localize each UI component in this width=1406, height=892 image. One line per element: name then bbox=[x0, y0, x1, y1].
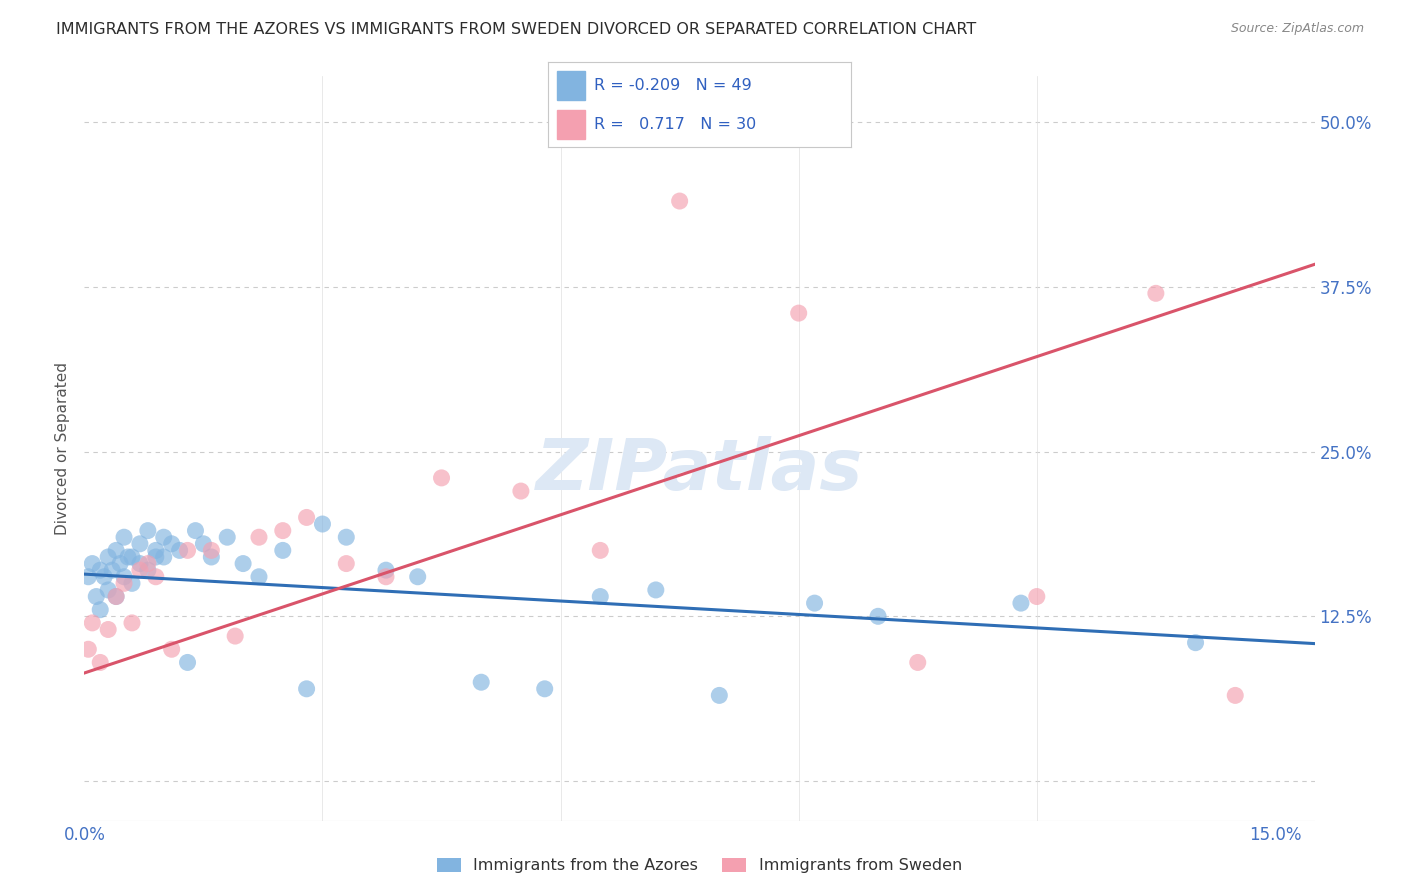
Point bbox=[1025, 590, 1047, 604]
Point bbox=[709, 689, 731, 703]
Point bbox=[121, 576, 143, 591]
Point bbox=[145, 549, 167, 564]
Point bbox=[295, 510, 318, 524]
Text: R = -0.209   N = 49: R = -0.209 N = 49 bbox=[593, 78, 751, 93]
Point bbox=[193, 537, 215, 551]
Point bbox=[145, 570, 167, 584]
Text: IMMIGRANTS FROM THE AZORES VS IMMIGRANTS FROM SWEDEN DIVORCED OR SEPARATED CORRE: IMMIGRANTS FROM THE AZORES VS IMMIGRANTS… bbox=[56, 22, 977, 37]
Point bbox=[112, 576, 135, 591]
Point bbox=[105, 590, 128, 604]
Point bbox=[375, 570, 398, 584]
Point bbox=[470, 675, 492, 690]
Point bbox=[271, 543, 294, 558]
Point bbox=[152, 530, 174, 544]
Text: R =   0.717   N = 30: R = 0.717 N = 30 bbox=[593, 117, 756, 132]
Point bbox=[117, 549, 139, 564]
Point bbox=[1010, 596, 1032, 610]
Point bbox=[89, 603, 111, 617]
Point bbox=[105, 590, 128, 604]
Point bbox=[375, 563, 398, 577]
Y-axis label: Divorced or Separated: Divorced or Separated bbox=[55, 362, 70, 534]
Point bbox=[136, 563, 159, 577]
Point bbox=[145, 543, 167, 558]
Point bbox=[200, 549, 222, 564]
Point bbox=[311, 516, 333, 531]
Point bbox=[129, 557, 152, 571]
Point bbox=[787, 306, 810, 320]
Point bbox=[169, 543, 191, 558]
Point bbox=[101, 563, 124, 577]
Point bbox=[93, 570, 115, 584]
Point bbox=[121, 615, 143, 630]
Point bbox=[533, 681, 555, 696]
Point bbox=[217, 530, 239, 544]
Point bbox=[430, 471, 453, 485]
Point bbox=[77, 642, 100, 657]
Point bbox=[644, 582, 666, 597]
Point bbox=[589, 543, 612, 558]
Point bbox=[668, 194, 690, 208]
Point bbox=[136, 524, 159, 538]
Text: ZIPatlas: ZIPatlas bbox=[536, 436, 863, 505]
Point bbox=[1144, 286, 1167, 301]
Point bbox=[406, 570, 429, 584]
Legend: Immigrants from the Azores, Immigrants from Sweden: Immigrants from the Azores, Immigrants f… bbox=[430, 851, 969, 880]
Point bbox=[152, 549, 174, 564]
Point bbox=[97, 549, 120, 564]
Point bbox=[112, 570, 135, 584]
Point bbox=[224, 629, 246, 643]
Point bbox=[129, 563, 152, 577]
Point bbox=[121, 549, 143, 564]
Point bbox=[129, 537, 152, 551]
Point bbox=[84, 590, 107, 604]
Point bbox=[271, 524, 294, 538]
Point bbox=[108, 557, 131, 571]
Point bbox=[97, 623, 120, 637]
Point bbox=[1225, 689, 1247, 703]
Point bbox=[232, 557, 254, 571]
Point bbox=[589, 590, 612, 604]
Point bbox=[89, 563, 111, 577]
Point bbox=[335, 557, 357, 571]
Point bbox=[509, 484, 531, 499]
Point bbox=[112, 530, 135, 544]
Point bbox=[89, 656, 111, 670]
Bar bbox=[557, 110, 585, 139]
Point bbox=[803, 596, 825, 610]
Bar bbox=[557, 71, 585, 100]
Point bbox=[907, 656, 929, 670]
Point bbox=[82, 615, 104, 630]
Point bbox=[136, 557, 159, 571]
Point bbox=[335, 530, 357, 544]
Point bbox=[247, 570, 270, 584]
Point bbox=[105, 543, 128, 558]
Point bbox=[77, 570, 100, 584]
Point bbox=[160, 537, 183, 551]
Text: Source: ZipAtlas.com: Source: ZipAtlas.com bbox=[1230, 22, 1364, 36]
Point bbox=[200, 543, 222, 558]
Point bbox=[176, 656, 198, 670]
Point bbox=[160, 642, 183, 657]
Point bbox=[1184, 635, 1206, 649]
Point bbox=[247, 530, 270, 544]
Point bbox=[295, 681, 318, 696]
Point bbox=[868, 609, 890, 624]
Point bbox=[82, 557, 104, 571]
Point bbox=[176, 543, 198, 558]
Point bbox=[184, 524, 207, 538]
Point bbox=[97, 582, 120, 597]
